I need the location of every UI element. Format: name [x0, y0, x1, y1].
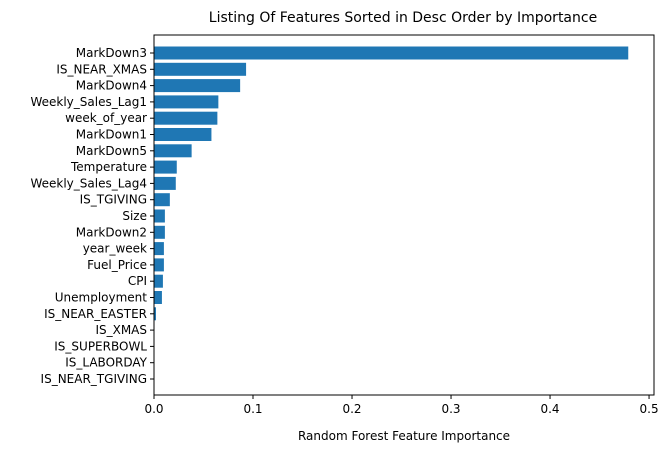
y-tick-labels: MarkDown3 IS_NEAR_XMAS MarkDown4 Weekly_Sal… [30, 46, 154, 386]
bar-cpi [154, 274, 163, 288]
y-tick-label: CPI [128, 274, 147, 288]
y-tick-label: week_of_year [65, 111, 147, 125]
y-tick-label: Weekly_Sales_Lag4 [30, 176, 147, 190]
y-tick-label: MarkDown2 [76, 225, 147, 239]
y-tick-label: IS_NEAR_EASTER [44, 307, 147, 321]
y-tick-label: MarkDown5 [76, 144, 147, 158]
chart-title: Listing Of Features Sorted in Desc Order… [209, 10, 597, 26]
bar-markdown1 [154, 128, 212, 141]
bar-markdown2 [154, 225, 165, 239]
y-tick-label: IS_LABORDAY [65, 356, 147, 370]
bar-is-near-easter [154, 307, 156, 321]
y-tick-label: MarkDown4 [76, 79, 147, 93]
x-tick-label: 0.4 [540, 402, 559, 416]
bar-temperature [154, 160, 177, 174]
y-tick-label: Fuel_Price [87, 258, 147, 272]
bar-week-of-year [154, 111, 218, 125]
bars-layer [154, 46, 629, 386]
bar-markdown4 [154, 79, 241, 93]
y-tick-label: Unemployment [55, 291, 148, 305]
y-tick-label: IS_SUPERBOWL [54, 339, 147, 353]
bar-weekly-sales-lag4 [154, 176, 176, 190]
bar-is-tgiving [154, 193, 170, 207]
x-tick-label: 0.3 [441, 402, 460, 416]
x-axis-ticks: 0.0 0.1 0.2 0.3 0.4 0.5 [144, 395, 659, 416]
y-tick-label: IS_NEAR_XMAS [56, 62, 147, 76]
y-tick-label: IS_NEAR_TGIVING [41, 372, 147, 386]
bar-weekly-sales-lag1 [154, 95, 219, 109]
x-axis-label: Random Forest Feature Importance [298, 429, 510, 443]
x-tick-label: 0.0 [144, 402, 163, 416]
bar-is-near-xmas [154, 62, 247, 76]
y-tick-label: year_week [83, 242, 147, 256]
x-tick-label: 0.2 [342, 402, 361, 416]
bar-markdown3 [154, 46, 629, 60]
y-tick-label: MarkDown1 [76, 128, 147, 142]
bar-size [154, 209, 165, 223]
x-tick-label: 0.5 [640, 402, 659, 416]
y-tick-label: IS_TGIVING [80, 193, 147, 207]
y-tick-label: IS_XMAS [95, 323, 147, 337]
y-tick-label: Size [122, 209, 147, 223]
bar-unemployment [154, 291, 162, 304]
y-tick-label: Weekly_Sales_Lag1 [30, 95, 147, 109]
y-tick-label: MarkDown3 [76, 46, 147, 60]
plot-frame [153, 34, 655, 396]
bar-fuel-price [154, 258, 164, 272]
bar-markdown5 [154, 144, 192, 158]
x-tick-label: 0.1 [243, 402, 262, 416]
bar-year-week [154, 242, 164, 256]
y-tick-label: Temperature [70, 160, 147, 174]
